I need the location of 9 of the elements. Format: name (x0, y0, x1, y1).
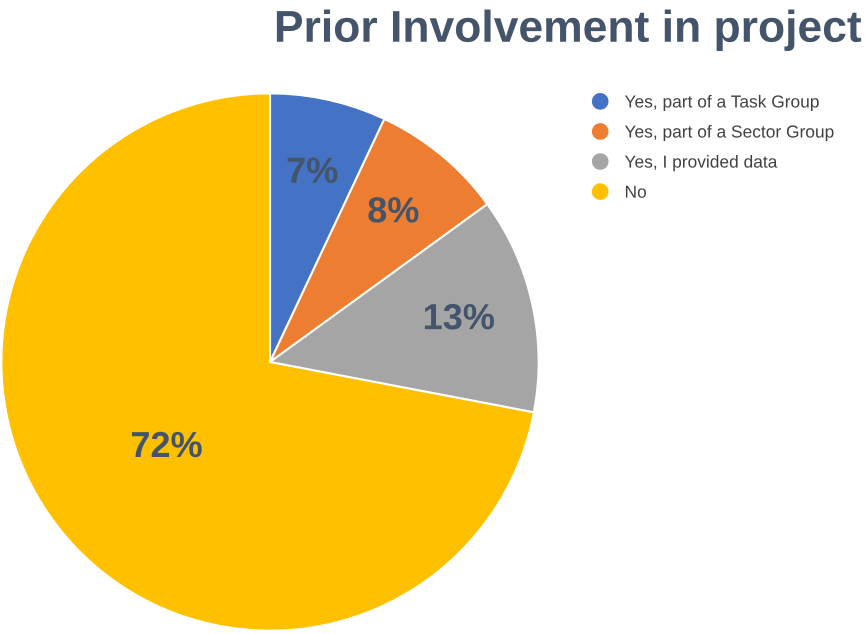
data-label: 13% (424, 304, 494, 330)
legend-label: Yes, part of a Task Group (624, 94, 819, 112)
legend-label: Yes, part of a Sector Group (624, 124, 834, 142)
legend-label: Yes, I provided data (624, 155, 778, 172)
legend-label: No (626, 186, 646, 198)
chart-title: Prior Involvement in project (276, 10, 862, 51)
data-label: 8% (368, 197, 418, 223)
data-label: 7% (288, 157, 338, 183)
data-label: 72% (132, 432, 202, 458)
